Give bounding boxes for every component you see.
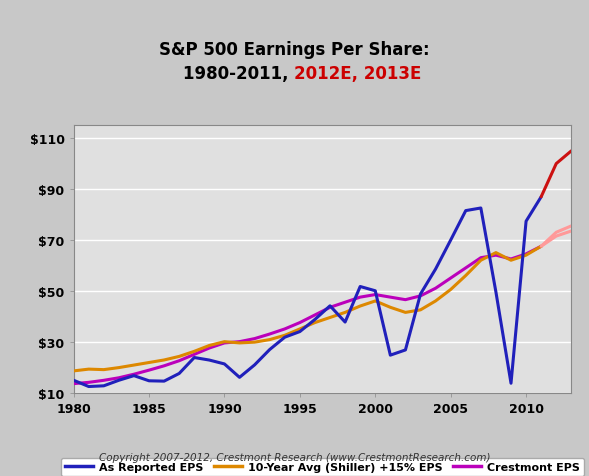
Text: 2012E, 2013E: 2012E, 2013E	[294, 65, 422, 83]
Text: Copyright 2007-2012, Crestmont Research (www.CrestmontResearch.com): Copyright 2007-2012, Crestmont Research …	[99, 452, 490, 462]
Text: S&P 500 Earnings Per Share:: S&P 500 Earnings Per Share:	[159, 41, 430, 59]
Text: 1980-2011,: 1980-2011,	[183, 65, 294, 83]
Legend: As Reported EPS, 10-Year Avg (Shiller) +15% EPS, Crestmont EPS: As Reported EPS, 10-Year Avg (Shiller) +…	[61, 457, 584, 476]
